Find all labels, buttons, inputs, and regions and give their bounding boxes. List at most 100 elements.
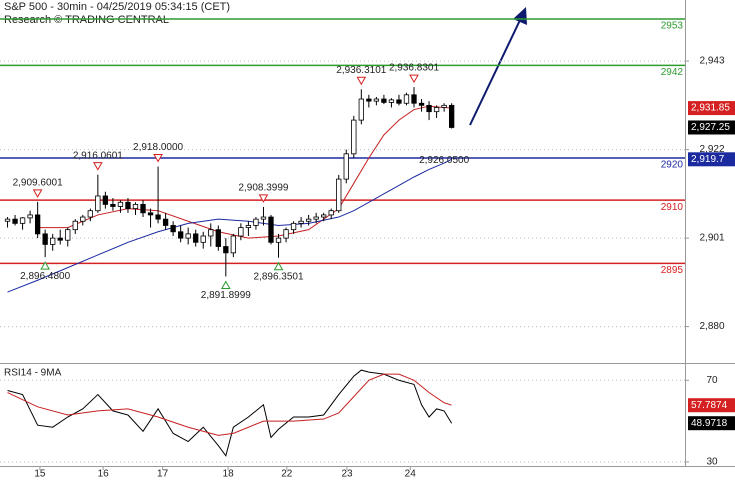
candle-body bbox=[185, 233, 191, 239]
price-tag-label: 2,919.7 bbox=[691, 154, 725, 165]
candle-body bbox=[343, 153, 349, 180]
x-tick-label: 15 bbox=[34, 469, 46, 480]
rsi-label: RSI14 - 9MA bbox=[4, 368, 62, 379]
price-tag-label: 48.9718 bbox=[691, 418, 728, 429]
candle-body bbox=[162, 218, 169, 226]
y-tick-label: 2,901 bbox=[699, 233, 724, 244]
y-tick-label: 70 bbox=[706, 375, 718, 386]
candle-body bbox=[290, 222, 297, 231]
y-tick-label: 2,943 bbox=[699, 56, 724, 67]
arrow-shaft bbox=[469, 17, 522, 126]
candle-body bbox=[200, 235, 206, 243]
candle-body bbox=[27, 214, 33, 219]
chart-title: S&P 500 - 30min - 04/25/2019 05:34:15 (C… bbox=[4, 1, 230, 13]
candle-body bbox=[358, 98, 364, 121]
candle-body bbox=[178, 231, 184, 239]
annotation-label: 2,926.0500 bbox=[419, 155, 469, 166]
candle-body bbox=[125, 201, 131, 210]
low-marker bbox=[220, 280, 231, 289]
candle-body bbox=[117, 201, 124, 207]
annotation-label: 2,896.3501 bbox=[253, 271, 303, 282]
price-tag-label: 2,931.85 bbox=[691, 103, 730, 114]
candle-body bbox=[208, 229, 214, 237]
candle-body bbox=[321, 214, 327, 218]
candle-body bbox=[275, 237, 282, 243]
candle-body bbox=[87, 210, 93, 218]
candle-body bbox=[260, 216, 267, 220]
candle-body bbox=[155, 214, 161, 220]
candle-body bbox=[238, 227, 244, 237]
arrow-head bbox=[513, 7, 527, 25]
candle-body bbox=[396, 99, 402, 104]
high-marker bbox=[258, 194, 269, 203]
candle-body bbox=[170, 225, 176, 233]
x-tick-label: 16 bbox=[98, 469, 110, 480]
candle-body bbox=[19, 217, 26, 224]
high-marker bbox=[409, 74, 419, 84]
price-tag-label: 2,927.25 bbox=[691, 122, 730, 133]
annotation-label: 2,936.3101 bbox=[336, 65, 386, 76]
candle-body bbox=[110, 203, 116, 207]
candle-body bbox=[313, 216, 319, 220]
candle-body bbox=[373, 98, 380, 102]
candle-body bbox=[336, 178, 342, 212]
candle-body bbox=[245, 225, 252, 228]
high-marker bbox=[32, 189, 43, 198]
candle-body bbox=[328, 210, 334, 216]
annotation-label: 2,908.3999 bbox=[238, 183, 288, 194]
high-marker bbox=[153, 153, 163, 163]
price-tag bbox=[688, 101, 735, 116]
candle-body bbox=[426, 104, 432, 113]
annotation-label: 2,896.4800 bbox=[20, 271, 70, 282]
candle-body bbox=[193, 233, 199, 243]
annotation-label: 2,936.8301 bbox=[389, 63, 439, 74]
candle-body bbox=[4, 218, 11, 222]
x-tick-label: 24 bbox=[405, 469, 417, 480]
candle-body bbox=[411, 94, 417, 104]
candle-body bbox=[215, 229, 221, 247]
x-tick-label: 22 bbox=[281, 469, 293, 480]
x-tick-label: 18 bbox=[223, 469, 235, 480]
candle-body bbox=[283, 229, 289, 239]
rsi-line bbox=[7, 373, 452, 436]
level-label: 2953 bbox=[661, 21, 684, 32]
low-marker bbox=[40, 261, 51, 270]
annotation-label: 2,891.8999 bbox=[201, 290, 251, 301]
candle-body bbox=[80, 216, 86, 222]
candle-body bbox=[132, 203, 139, 210]
annotation-label: 2,916.0601 bbox=[73, 150, 123, 161]
candle-body bbox=[403, 94, 410, 104]
low-marker bbox=[273, 261, 284, 271]
y-tick-label: 2,922 bbox=[699, 144, 724, 155]
candle-body bbox=[34, 214, 41, 235]
x-tick-label: 23 bbox=[341, 469, 353, 480]
price-tag bbox=[688, 152, 735, 167]
candle-body bbox=[441, 104, 447, 108]
candle-body bbox=[95, 195, 101, 212]
price-tag bbox=[688, 120, 735, 135]
candle-body bbox=[268, 216, 274, 243]
price-tag bbox=[688, 416, 735, 431]
high-marker bbox=[356, 76, 367, 86]
level-label: 2942 bbox=[661, 67, 684, 78]
annotation-label: 2,918.0000 bbox=[133, 142, 183, 153]
candle-body bbox=[433, 107, 440, 113]
candle-body bbox=[65, 229, 71, 241]
price-tag-label: 57.7874 bbox=[691, 400, 728, 411]
candle-body bbox=[305, 218, 312, 222]
candle-body bbox=[223, 246, 229, 254]
candle-body bbox=[366, 98, 372, 102]
y-tick-label: 30 bbox=[706, 457, 718, 468]
candle-body bbox=[448, 104, 455, 128]
candle-body bbox=[381, 98, 387, 103]
candle-body bbox=[298, 220, 304, 224]
candle-body bbox=[12, 218, 18, 224]
candle-body bbox=[72, 220, 78, 231]
candle-body bbox=[57, 237, 63, 241]
candle-body bbox=[42, 233, 48, 245]
candle-body bbox=[230, 235, 237, 254]
high-marker bbox=[92, 162, 103, 171]
candle-body bbox=[351, 119, 357, 155]
